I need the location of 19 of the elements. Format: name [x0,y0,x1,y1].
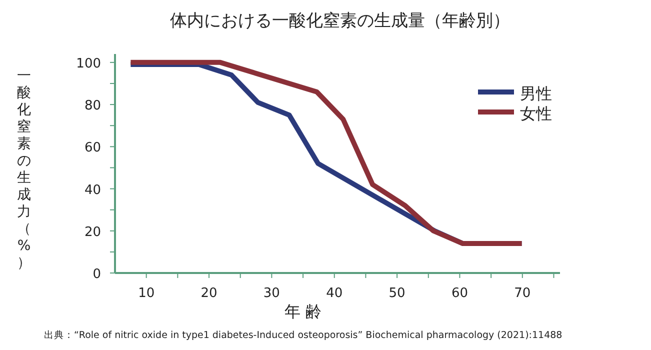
legend-label: 男性 [520,84,552,103]
x-tick-label: 70 [514,286,531,301]
source-note: 出典：“Role of nitric oxide in type1 diabetes-Induced osteoporosis” Biochemical pharmacology (2021):11488 [44,329,562,341]
x-tick-label: 40 [326,286,343,301]
x-tick-label: 10 [138,286,155,301]
x-tick-label: 60 [451,286,468,301]
x-axis-title: 年 齢 [284,302,322,321]
x-tick-label: 30 [263,286,280,301]
legend-label: 女性 [520,104,552,123]
text: 一酸化窒素の生成力（%） [17,68,31,271]
y-tick-label: 60 [84,140,101,156]
x-tick-label: 20 [200,286,218,301]
y-tick-label: 80 [84,98,101,114]
x-tick-label: 50 [388,286,406,301]
chart-title: 体内における一酸化窒素の生成量（年齢別） [170,11,510,31]
y-tick-label: 0 [92,267,101,282]
y-tick-label: 40 [84,182,101,198]
y-tick-label: 100 [76,56,101,72]
y-tick-label: 20 [84,224,101,240]
